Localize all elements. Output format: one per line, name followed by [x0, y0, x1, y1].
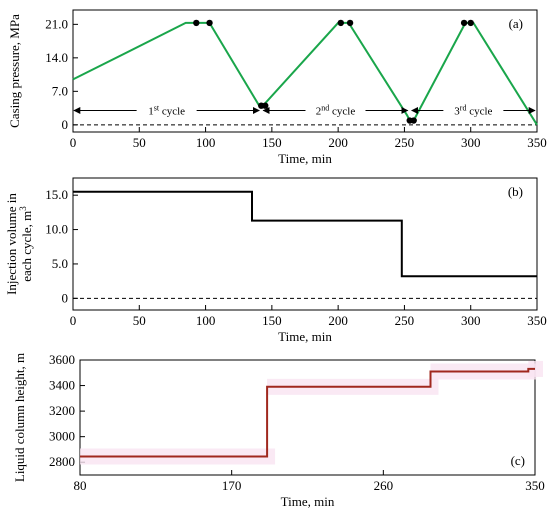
panel-label: (c) [511, 453, 525, 468]
panel-3: 80 170 260 350 2800 3000 3200 3400 3600 Time, min… [12, 352, 545, 509]
plot-frame [72, 177, 538, 311]
x-tick-label: 170 [222, 478, 242, 493]
plot-frame [79, 359, 536, 476]
data-point-marker [467, 19, 474, 27]
panel-label: (a) [509, 16, 523, 31]
cycle-label: 1st cycle [148, 103, 185, 117]
cycle-label-number: 3 [454, 105, 460, 117]
data-point-marker [460, 19, 468, 27]
x-tick-label: 150 [262, 135, 282, 150]
x-axis-label: Time, min [278, 151, 332, 166]
x-tick-label: 350 [527, 135, 547, 150]
x-tick-label: 100 [196, 135, 216, 150]
panel-label: (b) [508, 184, 523, 199]
y-tick-label: 0 [62, 117, 69, 132]
y-axis-label: Liquid column height, m [12, 353, 27, 482]
x-tick-label: 260 [374, 478, 394, 493]
x-axis-label: Time, min [278, 329, 332, 344]
cycle-label-number: 2 [316, 105, 322, 117]
x-tick-label: 250 [395, 135, 415, 150]
x-tick-label: 50 [133, 313, 146, 328]
cycle-label: 3rd cycle [454, 103, 492, 117]
y-tick-label: 15.0 [45, 187, 68, 202]
x-tick-label: 350 [527, 313, 547, 328]
y-axis-label-line1: Injection volume in [4, 193, 19, 295]
panel-2: 0 50 100 150 200 250 300 350 0 5.0 10.0 15.0 Time, m… [4, 177, 547, 344]
panel-1: 0 50 100 150 200 250 300 350 0 7.0 14.0 21.0 Time, m… [7, 9, 547, 166]
cycle-label-text: cycle [466, 105, 492, 117]
data-point-marker [410, 117, 417, 124]
y-tick-label: 3600 [49, 352, 75, 367]
cycle-label-number: 1 [148, 105, 154, 117]
y-axis-label: Casing pressure, MPa [7, 14, 22, 128]
y-tick-label: 21.0 [45, 16, 68, 31]
x-tick-label: 250 [395, 313, 415, 328]
y-axis-label-text: each cycle, m [19, 211, 34, 282]
y-tick-label: 3400 [49, 378, 75, 393]
x-tick-label: 50 [133, 135, 146, 150]
data-point-marker [337, 19, 344, 27]
y-tick-label: 0 [62, 290, 69, 305]
y-tick-label: 5.0 [52, 256, 68, 271]
cycle-label-text: cycle [329, 105, 355, 117]
x-tick-label: 300 [461, 313, 481, 328]
y-axis-label-line2: each cycle, m3 [18, 206, 34, 282]
plot-frame [72, 9, 538, 133]
level-band [528, 360, 543, 377]
y-tick-label: 10.0 [45, 222, 68, 237]
y-axis-label-sup: 3 [18, 206, 28, 211]
x-tick-label: 0 [70, 135, 77, 150]
x-tick-label: 300 [461, 135, 481, 150]
x-tick-label: 200 [328, 313, 348, 328]
series-line [73, 190, 537, 278]
y-tick-label: 3200 [49, 403, 75, 418]
x-tick-label: 0 [70, 313, 77, 328]
y-tick-label: 2800 [49, 454, 75, 469]
x-tick-label: 200 [328, 135, 348, 150]
y-tick-label: 3000 [49, 429, 75, 444]
cycle-label-text: cycle [159, 105, 185, 117]
x-tick-label: 350 [525, 478, 545, 493]
series-line [80, 367, 535, 458]
y-tick-label: 7.0 [52, 83, 68, 98]
data-point-marker [206, 19, 213, 27]
x-axis-label: Time, min [281, 494, 335, 509]
x-tick-label: 100 [196, 313, 216, 328]
cycle-label-suffix: nd [321, 103, 329, 112]
cycle-label: 2nd cycle [316, 103, 356, 117]
x-tick-label: 150 [262, 313, 282, 328]
data-point-marker [193, 19, 200, 27]
cycle-label-suffix: st [154, 103, 160, 112]
cycle-label-suffix: rd [460, 103, 467, 112]
data-point-marker [262, 102, 269, 109]
x-tick-label: 80 [74, 478, 87, 493]
y-tick-label: 14.0 [45, 50, 68, 65]
data-point-marker [346, 19, 354, 27]
